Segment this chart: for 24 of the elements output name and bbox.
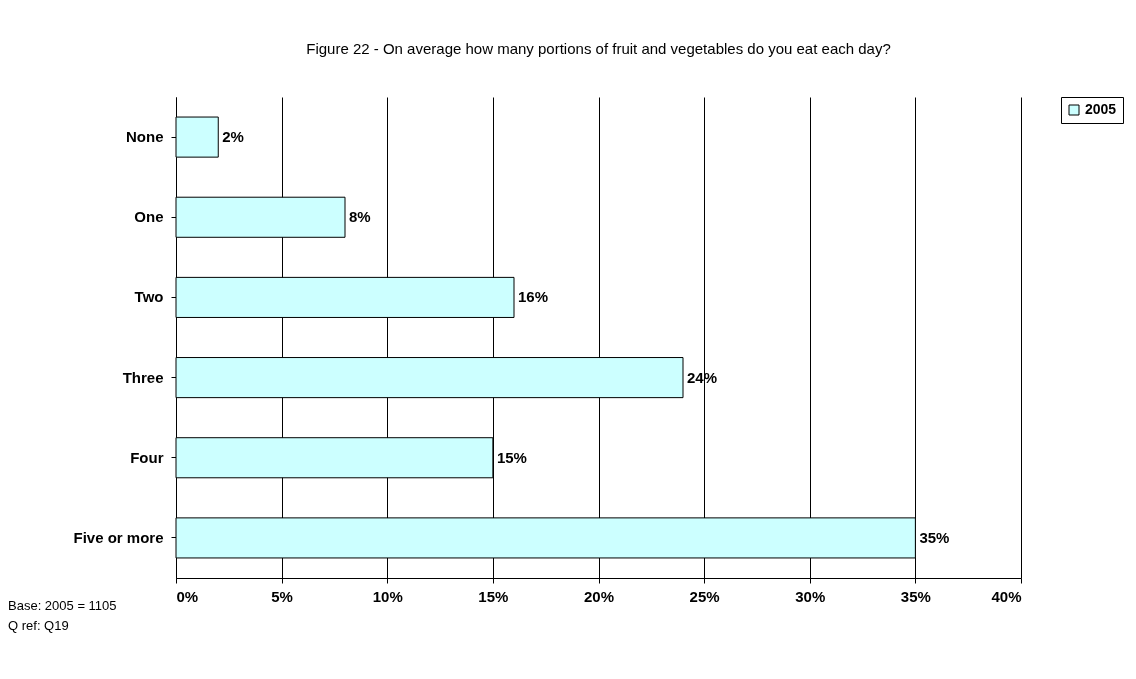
chart-title: Figure 22 - On average how many portions of fruit and vegetables do you eat each day? — [306, 39, 891, 57]
data-label: 16% — [518, 288, 549, 306]
y-tick-label: One — [134, 208, 164, 226]
y-tick-label: Two — [134, 288, 164, 306]
y-tick-label: None — [126, 128, 164, 146]
data-label: 2% — [222, 128, 244, 146]
x-tick-label: 30% — [795, 587, 826, 605]
x-tick-label: 5% — [271, 587, 293, 605]
text: Base: 2005 = 1105 — [8, 597, 117, 615]
x-tick-label: 0% — [176, 587, 199, 605]
data-label: 15% — [496, 448, 527, 466]
x-tick-label: 25% — [689, 587, 720, 605]
x-tick-label: 15% — [478, 587, 509, 605]
x-tick-label: 40% — [991, 587, 1022, 605]
y-tick-label: Five or more — [73, 528, 164, 546]
text: Q ref: Q19 — [8, 617, 70, 635]
y-tick-label: Three — [122, 368, 164, 386]
x-tick-label: 10% — [372, 587, 403, 605]
x-tick-label: 20% — [583, 587, 615, 605]
legend-label: 2005 — [1085, 101, 1117, 117]
data-label: 8% — [349, 208, 371, 226]
y-tick-label: Four — [130, 448, 164, 466]
data-label: 35% — [919, 528, 950, 546]
x-tick-label: 35% — [900, 587, 931, 605]
